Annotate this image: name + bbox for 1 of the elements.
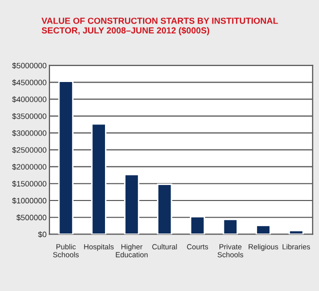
chart-title: VALUE OF CONSTRUCTION STARTS BY INSTITUTIONAL SECTOR, JULY 2008–JUNE 2012 ($000S)	[42, 18, 278, 36]
